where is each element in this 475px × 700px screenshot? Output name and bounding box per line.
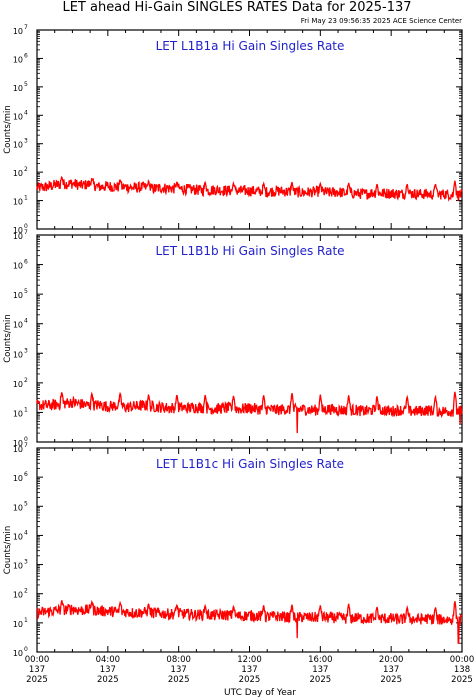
y-tick-label: 10	[13, 439, 23, 448]
x-tick-label-year: 2025	[451, 675, 473, 685]
y-tick-label: 10	[13, 591, 23, 600]
y-tick-exponent: 0	[24, 646, 28, 653]
y-tick-exponent: 0	[24, 436, 28, 443]
y-tick-label: 10	[13, 409, 23, 418]
y-tick-label: 10	[13, 27, 23, 36]
series-line	[36, 599, 463, 644]
y-tick-exponent: 3	[24, 347, 28, 354]
y-tick-exponent: 6	[24, 471, 28, 478]
y-tick-exponent: 7	[24, 24, 28, 31]
y-tick-label: 10	[13, 232, 23, 241]
y-tick-label: 10	[13, 84, 23, 93]
y-tick-exponent: 4	[24, 318, 28, 325]
series-line	[36, 175, 463, 202]
y-tick-label: 10	[13, 262, 23, 271]
x-tick-label-day: 137	[241, 665, 257, 675]
x-tick-label-time: 16:00	[308, 655, 333, 665]
x-tick-label-time: 20:00	[379, 655, 404, 665]
x-tick-label-time: 00:00	[450, 655, 475, 665]
x-tick-label-day: 137	[383, 665, 399, 675]
x-tick-label-time: 12:00	[237, 655, 262, 665]
x-tick-label-time: 04:00	[96, 655, 121, 665]
y-tick-exponent: 1	[24, 195, 28, 202]
y-tick-label: 10	[13, 562, 23, 571]
x-tick-label-day: 137	[312, 665, 328, 675]
x-tick-label-year: 2025	[239, 675, 261, 685]
y-tick-label: 10	[13, 503, 23, 512]
y-tick-label: 10	[13, 532, 23, 541]
y-tick-label: 10	[13, 198, 23, 207]
y-tick-exponent: 1	[24, 617, 28, 624]
series-line	[36, 391, 463, 434]
y-axis-label: Counts/min	[3, 526, 13, 575]
x-axis-label: UTC Day of Year	[224, 688, 296, 698]
x-tick-label-day: 137	[29, 665, 45, 675]
y-tick-exponent: 4	[24, 529, 28, 536]
y-tick-exponent: 3	[24, 138, 28, 145]
y-tick-exponent: 5	[24, 81, 28, 88]
panel-title: LET L1B1a Hi Gain Singles Rate	[156, 39, 345, 53]
y-tick-exponent: 2	[24, 377, 28, 384]
y-tick-label: 10	[13, 291, 23, 300]
y-axis-label: Counts/min	[3, 105, 13, 154]
y-tick-exponent: 1	[24, 406, 28, 413]
y-tick-label: 10	[13, 620, 23, 629]
x-tick-label-year: 2025	[26, 675, 48, 685]
y-tick-label: 10	[13, 445, 23, 454]
x-tick-label-day: 138	[454, 665, 470, 675]
x-tick-label-day: 137	[100, 665, 116, 675]
y-tick-exponent: 7	[24, 229, 28, 236]
y-tick-exponent: 6	[24, 259, 28, 266]
y-tick-exponent: 3	[24, 559, 28, 566]
panel-title: LET L1B1c Hi Gain Singles Rate	[156, 457, 344, 471]
x-tick-label-year: 2025	[310, 675, 332, 685]
y-tick-label: 10	[13, 474, 23, 483]
y-tick-exponent: 5	[24, 288, 28, 295]
y-tick-label: 10	[13, 226, 23, 235]
y-tick-label: 10	[13, 169, 23, 178]
y-tick-label: 10	[13, 350, 23, 359]
generation-timestamp: Fri May 23 09:56:35 2025 ACE Science Cen…	[301, 17, 462, 25]
y-tick-label: 10	[13, 141, 23, 150]
y-tick-exponent: 0	[24, 223, 28, 230]
y-tick-label: 10	[13, 321, 23, 330]
y-tick-exponent: 2	[24, 166, 28, 173]
y-tick-exponent: 6	[24, 52, 28, 59]
x-axis: 00:00137202504:00137202508:00137202512:0…	[25, 655, 475, 685]
panel-title: LET L1B1b Hi Gain Singles Rate	[155, 244, 344, 258]
y-tick-label: 10	[13, 380, 23, 389]
y-tick-label: 10	[13, 55, 23, 64]
y-axis-label: Counts/min	[3, 314, 13, 363]
y-tick-label: 10	[13, 112, 23, 121]
y-tick-exponent: 7	[24, 442, 28, 449]
y-tick-exponent: 4	[24, 109, 28, 116]
x-tick-label-time: 08:00	[166, 655, 191, 665]
x-tick-label-day: 137	[171, 665, 187, 675]
x-tick-label-time: 00:00	[25, 655, 50, 665]
x-tick-label-year: 2025	[97, 675, 119, 685]
x-tick-label-year: 2025	[168, 675, 190, 685]
y-tick-exponent: 2	[24, 588, 28, 595]
y-tick-label: 10	[13, 649, 23, 658]
y-tick-exponent: 5	[24, 500, 28, 507]
x-tick-label-year: 2025	[380, 675, 402, 685]
figure-title: LET ahead Hi-Gain SINGLES RATES Data for…	[62, 0, 411, 15]
